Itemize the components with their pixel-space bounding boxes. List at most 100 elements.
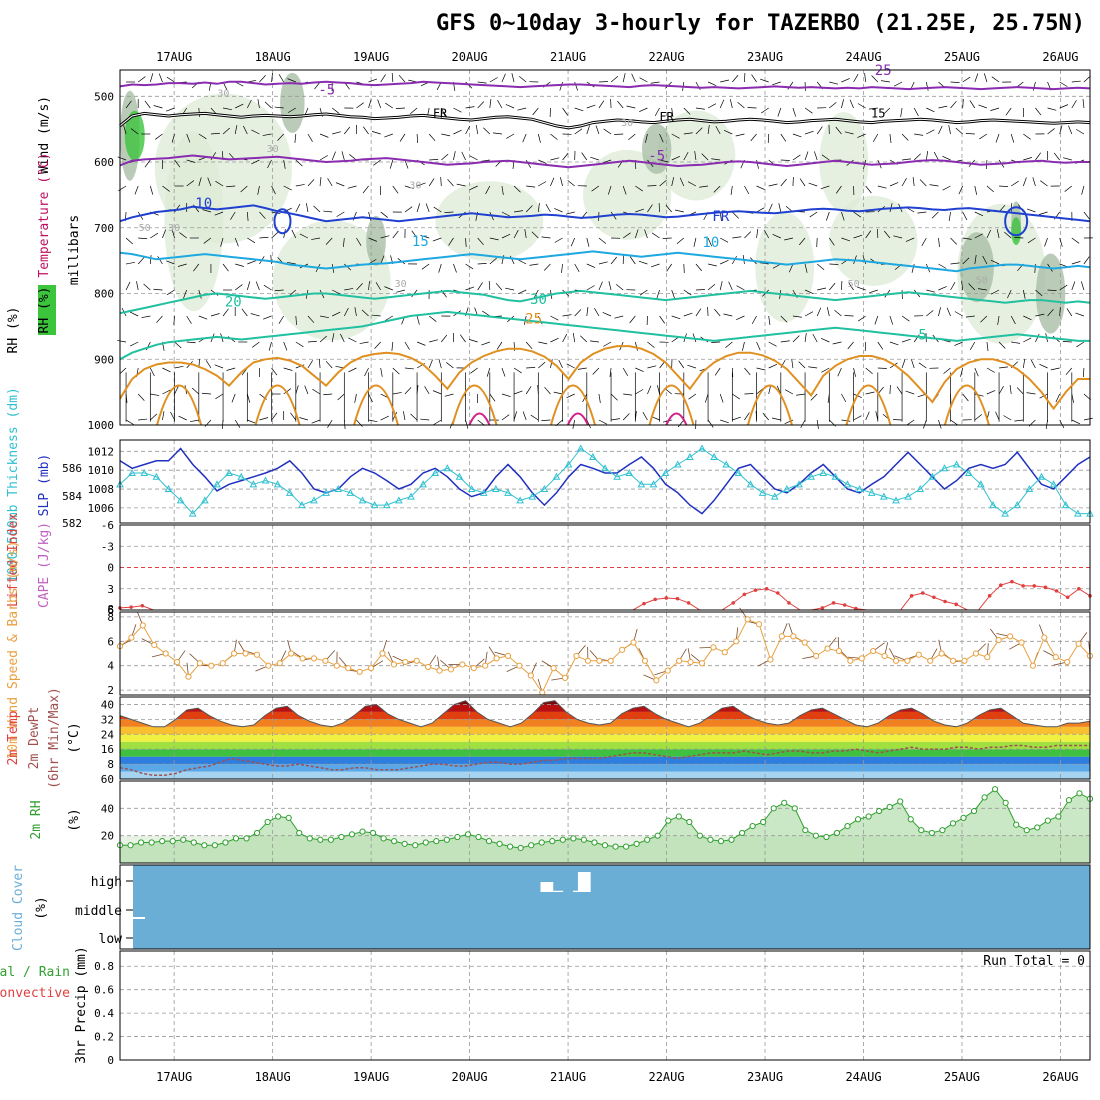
rh2m-marker [159, 838, 166, 845]
thickness-marker [334, 485, 343, 493]
wind-barb [760, 78, 769, 83]
wind-barb [123, 125, 127, 135]
wind-barb [901, 133, 909, 141]
thickness-axis-label: 1000-500mb Thickness (dm) [6, 387, 21, 583]
thickness-marker [395, 496, 403, 504]
minmax-axis-label: (6hr Min/Max) [47, 687, 62, 789]
wind-barb [635, 389, 644, 395]
wind10-marker [367, 665, 375, 672]
wind-barb [313, 205, 321, 213]
wind10-marker [698, 660, 706, 667]
wind-barb [780, 178, 787, 187]
wind-barb [986, 390, 996, 395]
rh-area [120, 789, 1090, 863]
wind-barb [844, 131, 854, 135]
thickness-marker [977, 480, 985, 488]
wind-barb [392, 230, 399, 239]
wind-barb [565, 211, 575, 215]
wind-barb [459, 334, 466, 343]
wind-barb [986, 185, 994, 193]
wind-barb [986, 229, 992, 239]
li-tick: 6 [107, 604, 114, 617]
wind10-marker [767, 656, 774, 663]
rh-legend-swatch [38, 285, 56, 335]
wind-barb [634, 229, 639, 239]
wind-barb [817, 287, 827, 291]
cross-section-frame [119, 69, 1091, 426]
lifted-index-marker [129, 605, 133, 609]
rh-shade-dark [1035, 253, 1066, 334]
thickness-marker [346, 488, 355, 496]
wind-barb [950, 237, 958, 245]
contour-10-closed [273, 208, 292, 235]
thickness-marker [916, 485, 925, 493]
wind-barb [1011, 341, 1021, 344]
wind-barb [965, 133, 975, 135]
wind-barb [683, 132, 693, 135]
wind-barb [144, 159, 151, 168]
wind10-marker [721, 649, 728, 656]
wind-barb [938, 307, 941, 317]
wind-barb [719, 281, 723, 291]
wind-barb [719, 211, 722, 221]
wind-barb [628, 133, 636, 141]
rh2m-marker [243, 835, 250, 842]
date-label-top: 23AUG [747, 50, 783, 64]
wind-barb [974, 211, 984, 217]
wind-barb [554, 237, 563, 243]
wind-barb [125, 419, 134, 425]
temp-band [120, 726, 1090, 735]
wind-barb [444, 393, 454, 397]
wind-barb [489, 77, 498, 83]
wind-barb [1065, 367, 1073, 376]
wind-barb [777, 107, 782, 117]
wind-barb [732, 416, 741, 421]
rh2m-marker [1002, 799, 1009, 806]
wind-barb [193, 263, 200, 272]
contour--5 [119, 80, 1091, 91]
wind-barb [375, 282, 381, 291]
rh2m-marker [222, 839, 229, 846]
lifted-index-line [119, 581, 1091, 611]
rh2m-marker [791, 805, 798, 812]
wind-barb [420, 418, 430, 421]
wind-barb [222, 107, 232, 111]
wind-barb [349, 154, 357, 161]
wind-barb [544, 386, 551, 395]
wind-barb [344, 126, 351, 135]
date-label-bottom: 24AUG [845, 1070, 881, 1084]
wind-barb [537, 203, 540, 213]
cloud-bar [540, 882, 554, 892]
wind-barb [699, 185, 709, 188]
contour-40-loop [468, 412, 491, 426]
wind-barb [354, 393, 357, 403]
wind-barb [364, 367, 369, 377]
wind-barb [631, 73, 636, 83]
rh2m-marker [201, 842, 208, 849]
wind-barb [603, 128, 612, 135]
precip-tick: 0 [107, 1054, 114, 1067]
rh2m-marker [770, 805, 777, 812]
thickness-tick: 584 [62, 490, 82, 503]
contour-label: FR [433, 107, 448, 121]
wind10-marker [813, 652, 820, 660]
thickness-marker [419, 480, 427, 488]
wind-barb [635, 208, 644, 213]
wind-barb [1016, 387, 1024, 395]
wind-barb [489, 99, 492, 109]
rh2m-marker [369, 829, 377, 837]
wind-barb [283, 367, 293, 371]
wind-barb [756, 229, 759, 239]
lifted-index-marker [831, 601, 836, 605]
thickness-marker [843, 480, 852, 488]
wind-barb [340, 333, 345, 343]
rh2m-marker [833, 829, 841, 837]
wind-barb [1023, 315, 1032, 321]
wind-barb [1059, 419, 1065, 429]
wind-barb [518, 76, 527, 83]
thickness-marker [637, 480, 646, 488]
rh2m-marker [760, 818, 767, 826]
wind-barb [1075, 312, 1085, 317]
wind-barb [970, 341, 976, 350]
